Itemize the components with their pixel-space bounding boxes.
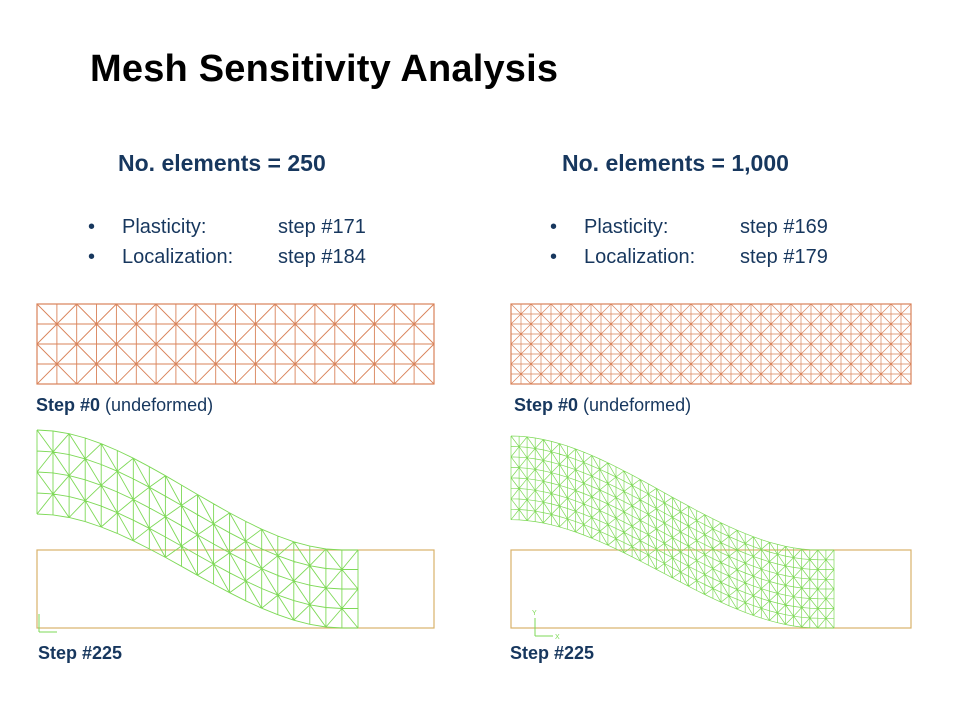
bullet-label: Plasticity:	[584, 216, 669, 238]
panel-heading-1000: No. elements = 1,000	[562, 150, 789, 176]
undeformed-mesh-0	[36, 303, 435, 385]
reference-outline	[36, 549, 435, 629]
slide-title: Mesh Sensitivity Analysis	[90, 48, 559, 90]
axis-lines	[534, 618, 553, 637]
bullet-value: step #169	[740, 216, 828, 238]
step-label-deformed-1000: Step #225	[510, 643, 594, 664]
deformed-view-0	[36, 429, 435, 629]
mesh-lines	[36, 429, 359, 629]
undeformed-mesh-1	[510, 303, 912, 385]
mesh-lines	[510, 303, 912, 385]
bullet-value: step #184	[278, 246, 366, 268]
bullet-label: Localization:	[584, 246, 696, 268]
axis-x-label: X	[555, 634, 560, 641]
undeformed-boundary	[510, 303, 912, 385]
step-number: Step #0	[36, 395, 101, 415]
axis-triad-icon: YX	[532, 610, 560, 641]
step-number: Step #225	[510, 643, 595, 663]
bullet-label: Plasticity:	[122, 216, 207, 238]
step-number: Step #225	[38, 643, 123, 663]
bullet-label: Localization:	[122, 246, 234, 268]
step-note: (undeformed)	[105, 395, 214, 415]
bullet-dot: •	[550, 216, 558, 238]
bullet-dot: •	[88, 216, 96, 238]
axis-lines	[38, 614, 57, 633]
reference-outline	[510, 549, 912, 629]
bullet-value: step #179	[740, 246, 828, 268]
axis-y-label: Y	[532, 610, 537, 617]
bullet-value: step #171	[278, 216, 366, 238]
mesh-lines	[510, 435, 835, 629]
mesh-lines	[36, 303, 435, 385]
axis-triad-icon	[38, 614, 57, 633]
step-label-undeformed-1000: Step #0 (undeformed)	[514, 395, 691, 416]
step-number: Step #0	[514, 395, 579, 415]
step-label-undeformed-250: Step #0 (undeformed)	[36, 395, 213, 416]
step-label-deformed-250: Step #225	[38, 643, 122, 664]
bullet-dot: •	[88, 246, 96, 268]
bullet-dot: •	[550, 246, 558, 268]
step-note: (undeformed)	[583, 395, 692, 415]
panel-heading-250: No. elements = 250	[118, 150, 326, 176]
undeformed-boundary	[36, 303, 435, 385]
deformed-view-1	[510, 435, 912, 629]
